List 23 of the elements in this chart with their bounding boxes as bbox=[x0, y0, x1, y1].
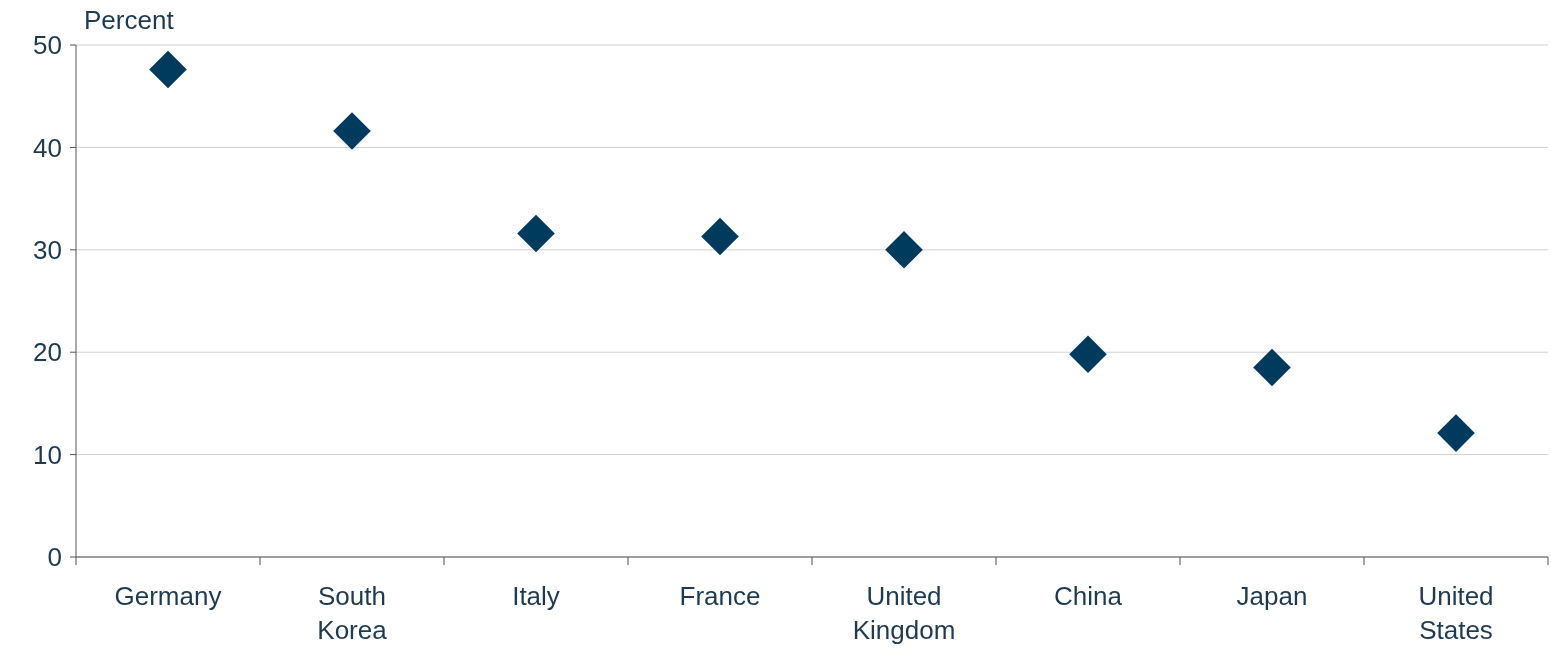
point bbox=[885, 231, 923, 269]
y-tick-label: 50 bbox=[33, 30, 62, 61]
point bbox=[517, 214, 555, 253]
y-axis-title: Percent bbox=[84, 5, 175, 35]
point bbox=[1437, 414, 1475, 452]
x-tick-label: South Korea bbox=[317, 581, 388, 645]
y-tick-label: 40 bbox=[33, 132, 62, 163]
y-tick-label: 10 bbox=[33, 439, 62, 470]
point bbox=[149, 50, 187, 89]
point bbox=[1253, 348, 1291, 387]
y-tick-label: 0 bbox=[47, 542, 62, 573]
point bbox=[701, 217, 739, 256]
x-tick-label: China bbox=[1054, 581, 1123, 611]
x-tick-label: United States bbox=[1418, 581, 1494, 645]
x-tick-label: Germany bbox=[114, 581, 222, 611]
x-tick-label: France bbox=[679, 581, 761, 611]
y-tick-label: 30 bbox=[33, 234, 62, 265]
x-tick-label: Japan bbox=[1236, 581, 1308, 611]
point bbox=[333, 112, 371, 150]
y-tick-label: 20 bbox=[33, 337, 62, 368]
x-tick-label: United Kingdom bbox=[852, 581, 956, 645]
x-tick-label: Italy bbox=[512, 581, 560, 611]
point bbox=[1069, 335, 1107, 374]
